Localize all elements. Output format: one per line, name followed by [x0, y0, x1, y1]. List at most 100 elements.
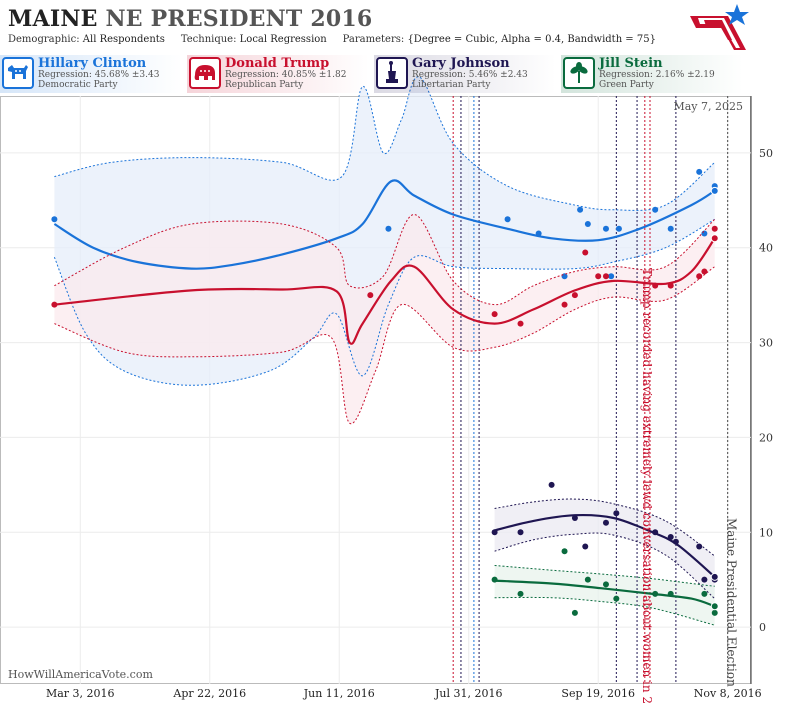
candidate-name: Jill Stein [599, 56, 663, 71]
x-tick-label: Sep 19, 2016 [561, 687, 635, 700]
candidate-party: Green Party [599, 80, 654, 90]
trend-line [54, 237, 716, 345]
candidate-party: Republican Party [225, 80, 304, 90]
poll-point [367, 292, 374, 299]
candidate-regression: Regression: 5.46% ±2.43 [412, 70, 528, 80]
poll-point [571, 515, 578, 522]
confidence-band [494, 499, 715, 599]
x-tick-label: Jul 31, 2016 [434, 687, 503, 700]
poll-point [711, 225, 718, 232]
x-tick-label: Apr 22, 2016 [172, 687, 246, 700]
candidate-regression: Regression: 40.85% ±1.82 [225, 70, 347, 80]
poll-point [667, 590, 674, 597]
parameters-row: Demographic: All Respondents Technique: … [8, 34, 656, 45]
poll-point [667, 225, 674, 232]
title-state: MAINE [8, 6, 98, 32]
y-tick-label: 30 [759, 337, 773, 350]
poll-point [517, 590, 524, 597]
poll-point [504, 216, 511, 223]
statue-of-liberty-icon [376, 57, 408, 89]
upper-bound-line [54, 76, 716, 211]
poll-point [571, 292, 578, 299]
lower-bound-line [494, 532, 716, 599]
trend-line [494, 513, 716, 578]
candidate-party: Democratic Party [38, 80, 118, 90]
poll-point [595, 273, 602, 280]
poll-point [602, 273, 609, 280]
poll-point [667, 534, 674, 540]
legend-stein: Jill Stein Regression: 2.16% ±2.19 Green… [561, 55, 743, 93]
poll-point [577, 206, 584, 213]
trend-endpoint [710, 572, 719, 581]
trend-endpoint [710, 186, 719, 195]
poll-point [613, 510, 620, 517]
poll-point [385, 225, 392, 232]
elephant-icon [189, 57, 221, 89]
poll-point [613, 595, 620, 602]
poll-point [535, 230, 542, 237]
poll-point [517, 529, 524, 536]
trend-endpoint [710, 602, 719, 611]
poll-point [582, 543, 589, 550]
poll-point [711, 609, 718, 616]
poll-point [51, 301, 58, 308]
poll-point [696, 273, 703, 280]
poll-point [584, 221, 591, 228]
flag-logo-icon [690, 4, 749, 50]
legend-clinton: Hillary Clinton Regression: 45.68% ±3.43… [0, 55, 182, 93]
poll-point [672, 538, 679, 545]
candidate-party: Libertarian Party [412, 80, 491, 90]
confidence-band [494, 565, 715, 626]
poll-point [701, 576, 708, 583]
poll-point [701, 268, 708, 275]
event-annotation: Trump recorded having extremely lewd con… [640, 268, 654, 704]
y-tick-label: 50 [759, 147, 773, 160]
trend-line [53, 179, 716, 270]
poll-point [696, 168, 703, 175]
poll-point [701, 590, 708, 597]
x-tick-label: Nov 8, 2016 [694, 687, 762, 700]
page-title: MAINE NE PRESIDENT 2016 [8, 6, 372, 32]
poll-point [602, 225, 609, 232]
upper-bound-line [54, 213, 716, 306]
poll-point [602, 581, 609, 588]
x-tick-label: Mar 3, 2016 [46, 687, 115, 700]
trend-endpoint [710, 234, 719, 243]
poll-point [696, 543, 703, 550]
poll-point [652, 590, 659, 597]
parameters-label: Parameters: [342, 34, 405, 45]
poll-point [667, 282, 674, 289]
lower-bound-line [494, 596, 715, 626]
poll-point [548, 481, 555, 488]
legend-johnson: Gary Johnson Regression: 5.46% ±2.43 Lib… [374, 55, 556, 93]
poll-point [652, 529, 659, 536]
event-annotation: Maine Presidential Election [725, 518, 739, 687]
watermark: HowWillAmericaVote.com [8, 668, 153, 681]
poll-point [602, 519, 609, 526]
poll-point [491, 311, 498, 318]
poll-point [582, 249, 589, 256]
candidate-regression: Regression: 45.68% ±3.43 [38, 70, 160, 80]
date-label: May 7, 2025 [673, 100, 743, 113]
poll-point [652, 206, 659, 213]
candidate-name: Donald Trump [225, 56, 330, 71]
poll-point [584, 576, 591, 583]
poll-point [608, 273, 615, 280]
x-tick-label: Jun 11, 2016 [303, 687, 375, 700]
lower-bound-line [54, 266, 715, 425]
y-tick-label: 40 [759, 242, 773, 255]
upper-bound-line [494, 498, 715, 557]
poll-point [561, 301, 568, 308]
title-race: NE PRESIDENT 2016 [105, 6, 373, 32]
demographic-value: All Respondents [82, 34, 165, 45]
technique-value: Local Regression [239, 34, 327, 45]
parameters-value: {Degree = Cubic, Alpha = 0.4, Bandwidth … [407, 34, 656, 45]
poll-point [615, 225, 622, 232]
poll-point [571, 609, 578, 616]
poll-point [652, 282, 659, 289]
upper-bound-line [494, 565, 715, 587]
technique-label: Technique: [180, 34, 237, 45]
trend-line [494, 579, 716, 608]
candidate-name: Hillary Clinton [38, 56, 147, 71]
